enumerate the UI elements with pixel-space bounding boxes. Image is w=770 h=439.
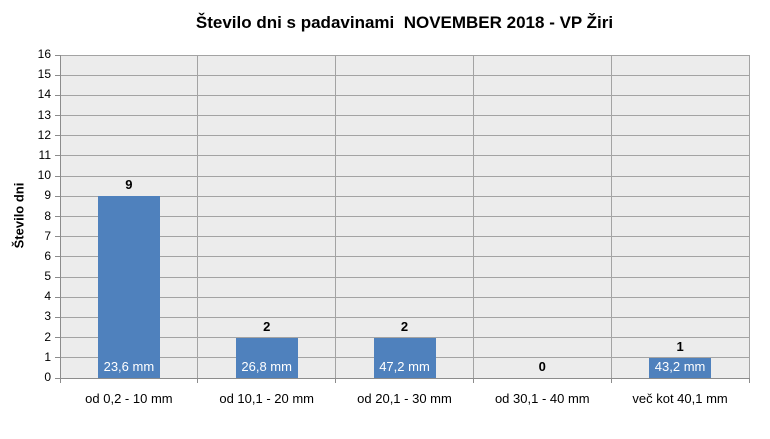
y-tick-label: 9 xyxy=(44,188,51,203)
bar xyxy=(235,337,298,378)
bar-value-label: 0 xyxy=(538,359,546,374)
y-tick-label: 16 xyxy=(37,47,51,61)
bar-inside-label: 43,2 mm xyxy=(654,359,706,374)
y-axis-tick xyxy=(55,175,60,177)
y-tick-label: 10 xyxy=(37,168,51,183)
y-tick-label: 2 xyxy=(44,329,51,344)
gridline-horizontal xyxy=(60,135,749,137)
y-axis-tick xyxy=(55,115,60,117)
gridline-horizontal xyxy=(60,236,749,238)
gridline-horizontal xyxy=(60,155,749,157)
y-tick-label: 12 xyxy=(37,127,51,142)
y-axis-tick xyxy=(55,195,60,197)
bar-inside-label: 23,6 mm xyxy=(103,359,155,374)
y-axis-tick xyxy=(55,74,60,76)
y-axis-tick xyxy=(55,377,60,379)
gridline-vertical xyxy=(335,55,337,378)
gridline-horizontal xyxy=(60,276,749,278)
y-axis-tick xyxy=(55,155,60,157)
y-tick-label: 0 xyxy=(44,370,51,384)
gridline-vertical xyxy=(197,55,199,378)
bar-value-label: 9 xyxy=(125,177,133,193)
x-axis-tick xyxy=(472,378,474,383)
y-tick-label: 1 xyxy=(44,349,51,364)
bar-inside-label: 47,2 mm xyxy=(379,359,430,374)
gridline-horizontal xyxy=(60,256,749,258)
x-tick-label: več kot 40,1 mm xyxy=(632,391,728,406)
x-axis-tick xyxy=(59,378,61,383)
y-axis-tick xyxy=(55,296,60,298)
y-axis-tick xyxy=(55,316,60,318)
gridline-horizontal xyxy=(60,296,749,298)
x-axis-tick xyxy=(335,378,337,383)
gridline-vertical xyxy=(610,55,612,378)
gridline-vertical xyxy=(748,55,750,378)
y-axis-tick xyxy=(55,337,60,339)
gridline-horizontal xyxy=(60,195,749,197)
bar-value-label: 2 xyxy=(263,318,271,334)
gridline-horizontal xyxy=(60,94,749,96)
y-axis-tick xyxy=(55,54,60,56)
x-axis-tick xyxy=(610,378,612,383)
y-tick-label: 3 xyxy=(44,309,51,324)
x-axis-tick xyxy=(748,378,750,383)
y-tick-label: 4 xyxy=(44,289,51,304)
y-axis-tick xyxy=(55,256,60,258)
bar-inside-label: 26,8 mm xyxy=(241,359,292,374)
y-tick-label: 15 xyxy=(37,67,51,82)
bar xyxy=(97,196,160,378)
y-tick-label: 6 xyxy=(44,248,51,263)
gridline-horizontal xyxy=(60,115,749,117)
y-tick-label: 8 xyxy=(44,208,51,223)
y-tick-label: 13 xyxy=(37,107,51,122)
gridline-horizontal xyxy=(60,74,749,76)
x-tick-label: od 10,1 - 20 mm xyxy=(219,391,315,406)
x-axis-line xyxy=(60,377,749,379)
y-tick-label: 5 xyxy=(44,269,51,284)
x-tick-label: od 30,1 - 40 mm xyxy=(494,391,590,406)
bar xyxy=(373,337,436,378)
y-axis-tick xyxy=(55,357,60,359)
y-axis-tick xyxy=(55,135,60,137)
bar-value-label: 2 xyxy=(400,318,409,334)
gridline-horizontal xyxy=(60,216,749,217)
x-axis-tick xyxy=(197,378,199,383)
y-axis-tick xyxy=(55,276,60,278)
gridline-horizontal xyxy=(60,316,749,318)
y-tick-label: 7 xyxy=(44,228,51,243)
y-tick-label: 11 xyxy=(38,147,51,162)
bar-value-label: 1 xyxy=(676,338,684,354)
y-axis-tick xyxy=(55,216,60,217)
x-tick-label: od 20,1 - 30 mm xyxy=(357,391,452,406)
y-axis-line xyxy=(59,55,61,378)
bar xyxy=(649,357,712,378)
y-axis-title: Število dni xyxy=(11,182,27,249)
gridline-horizontal xyxy=(60,175,749,177)
chart-title: Število dni s padavinami NOVEMBER 2018 -… xyxy=(195,13,614,32)
y-axis-tick xyxy=(55,94,60,96)
x-tick-label: od 0,2 - 10 mm xyxy=(85,391,173,406)
y-tick-label: 14 xyxy=(37,87,51,102)
gridline-vertical xyxy=(472,55,474,378)
y-axis-tick xyxy=(55,236,60,238)
gridline-horizontal xyxy=(60,54,749,56)
